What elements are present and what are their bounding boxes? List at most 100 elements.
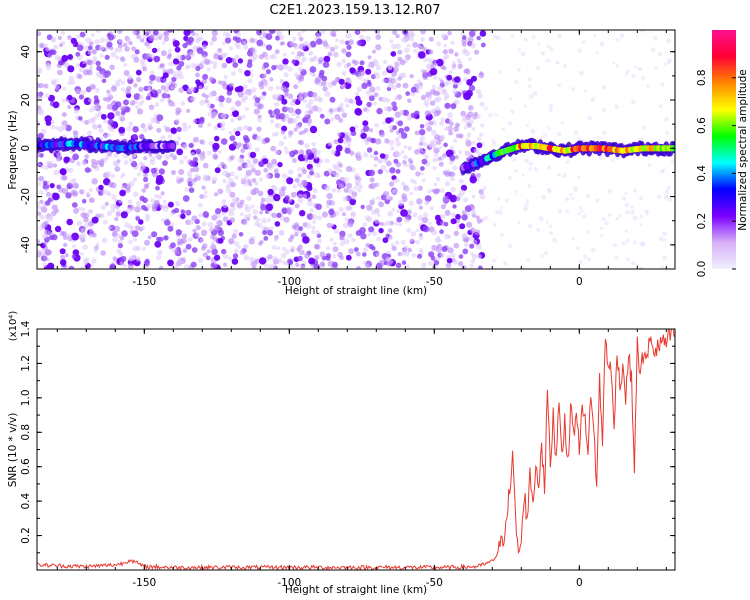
spectrogram-noise-dot xyxy=(188,187,195,193)
spectrogram-noise-dot xyxy=(210,244,217,251)
spectrogram-noise-dot xyxy=(647,163,652,168)
spectrogram-noise-dot xyxy=(375,44,382,51)
spectrogram-noise-dot xyxy=(263,167,269,173)
spectrogram-noise-dot xyxy=(249,163,256,169)
spectrogram-noise-dot xyxy=(195,79,201,85)
spectrogram-noise-dot xyxy=(585,193,591,198)
spectrogram-noise-dot xyxy=(225,184,230,189)
spectrogram-noise-dot xyxy=(263,81,269,87)
spectrogram-noise-dot xyxy=(127,199,133,205)
figure-title: C2E1.2023.159.13.12.R07 xyxy=(269,3,440,18)
spectrogram-noise-dot xyxy=(598,155,604,160)
spectrogram-noise-dot xyxy=(367,82,372,87)
colorbar-ticks: 0.00.20.40.60.8 xyxy=(696,69,736,277)
spectrogram-noise-dot xyxy=(303,182,308,187)
spectrogram-noise-dot xyxy=(53,44,59,50)
spectrogram-noise-dot xyxy=(433,259,440,266)
spectrogram-noise-dot xyxy=(151,47,158,54)
spectrogram-noise-dot xyxy=(302,98,307,104)
spectrogram-noise-dot xyxy=(237,116,242,121)
spectrogram-noise-dot xyxy=(37,31,42,37)
spectrogram-noise-dot xyxy=(47,262,55,269)
spectrogram-noise-dot xyxy=(376,196,380,201)
spectrogram-noise-dot xyxy=(123,62,128,67)
spectrogram-noise-dot xyxy=(601,217,606,221)
spectrogram-noise-dot xyxy=(275,85,280,91)
spectrogram-noise-dot xyxy=(137,108,144,115)
spectrogram-noise-dot xyxy=(443,222,449,227)
spectrogram-noise-dot xyxy=(91,162,98,169)
spectrogram-noise-dot xyxy=(206,67,211,72)
spectrogram-noise-dot xyxy=(88,233,94,238)
spectrogram-noise-dot xyxy=(288,130,294,136)
spectrogram-noise-dot xyxy=(243,214,249,220)
spectrogram-noise-dot xyxy=(319,158,324,163)
spectrogram-noise-dot xyxy=(549,47,554,52)
spectrogram-noise-dot xyxy=(174,46,181,53)
spectrogram-noise-dot xyxy=(37,70,41,75)
spectrogram-noise-dot xyxy=(315,230,320,235)
spectrogram-noise-dot xyxy=(359,60,365,66)
spectrogram-noise-dot xyxy=(191,181,196,186)
spectrogram-noise-dot xyxy=(431,244,438,251)
spectrogram-noise-dot xyxy=(284,149,290,155)
spectrogram-noise-dot xyxy=(128,121,134,127)
spectrogram-noise-dot xyxy=(543,250,549,255)
spectrogram-noise-dot xyxy=(656,194,662,200)
snr-x-tick-label: 0 xyxy=(576,577,583,589)
spectrogram-noise-dot xyxy=(442,195,449,202)
spectrogram-noise-dot xyxy=(95,60,101,66)
spectrogram-noise-dot xyxy=(191,31,196,36)
spectrogram-noise-dot xyxy=(180,213,186,220)
spectrogram-noise-dot xyxy=(320,261,325,267)
spectrogram-noise-dot xyxy=(552,237,557,243)
spectrogram-noise-dot xyxy=(374,208,380,214)
spectrogram-noise-dot xyxy=(395,178,400,183)
spectrogram-noise-dot xyxy=(184,264,189,269)
spectrogram-noise-dot xyxy=(514,80,519,85)
spectrogram-noise-dot xyxy=(368,184,374,189)
spectrogram-noise-dot xyxy=(303,153,309,159)
colorbar: 0.00.20.40.60.8 Normalized spectral ampl… xyxy=(696,30,749,277)
spectrogram-noise-dot xyxy=(277,63,283,69)
spectrogram-noise-dot xyxy=(402,154,408,160)
spectrogram-noise-dot xyxy=(156,255,162,261)
spectrogram-noise-dot xyxy=(114,166,121,172)
spectrogram-noise-dot xyxy=(642,125,646,130)
spectrogram-noise-dot xyxy=(329,96,336,103)
spectrogram-noise-dot xyxy=(422,225,430,233)
spectrogram-noise-dot xyxy=(120,80,125,85)
spectrogram-noise-dot xyxy=(44,188,49,193)
spectrogram-noise-dot xyxy=(362,152,369,158)
spectrogram-noise-dot xyxy=(205,255,211,261)
spectrogram-noise-dot xyxy=(260,197,266,203)
spectrogram-noise-dot xyxy=(526,123,530,127)
spectrogram-noise-dot xyxy=(225,97,232,104)
spectrogram-noise-dot xyxy=(355,230,362,236)
spectrogram-noise-dot xyxy=(441,246,448,252)
spectrogram-noise-dot xyxy=(387,65,393,71)
spectrogram-noise-dot xyxy=(524,158,530,164)
spectrogram-noise-dot xyxy=(406,209,412,215)
spectrogram-noise-dot xyxy=(308,99,314,105)
spectrogram-noise-dot xyxy=(396,151,402,158)
spectrogram-noise-dot xyxy=(277,258,283,264)
spectrogram-noise-dot xyxy=(464,68,470,74)
spectrogram-noise-dot xyxy=(637,66,643,72)
spectrogram-noise-dot xyxy=(66,94,73,101)
spectrogram-noise-dot xyxy=(53,169,59,176)
spectrogram-noise-dot xyxy=(396,208,401,214)
spectrogram-noise-dot xyxy=(67,65,75,73)
spectrogram-noise-dot xyxy=(288,260,293,265)
spectrogram-noise-dot xyxy=(626,257,630,262)
spectrogram-noise-dot xyxy=(274,123,279,128)
spectrogram-noise-dot xyxy=(143,176,149,183)
spectrogram-noise-dot xyxy=(433,62,438,67)
spectrogram-noise-dot xyxy=(233,241,240,247)
spectrogram-noise-dot xyxy=(662,237,667,242)
spectrogram-noise-dot xyxy=(289,234,295,239)
spectrogram-noise-dot xyxy=(182,195,190,202)
colorbar-tick-label: 0.8 xyxy=(696,69,708,86)
spectrogram-noise-dot xyxy=(198,213,203,218)
spectrogram-noise-dot xyxy=(391,189,396,194)
